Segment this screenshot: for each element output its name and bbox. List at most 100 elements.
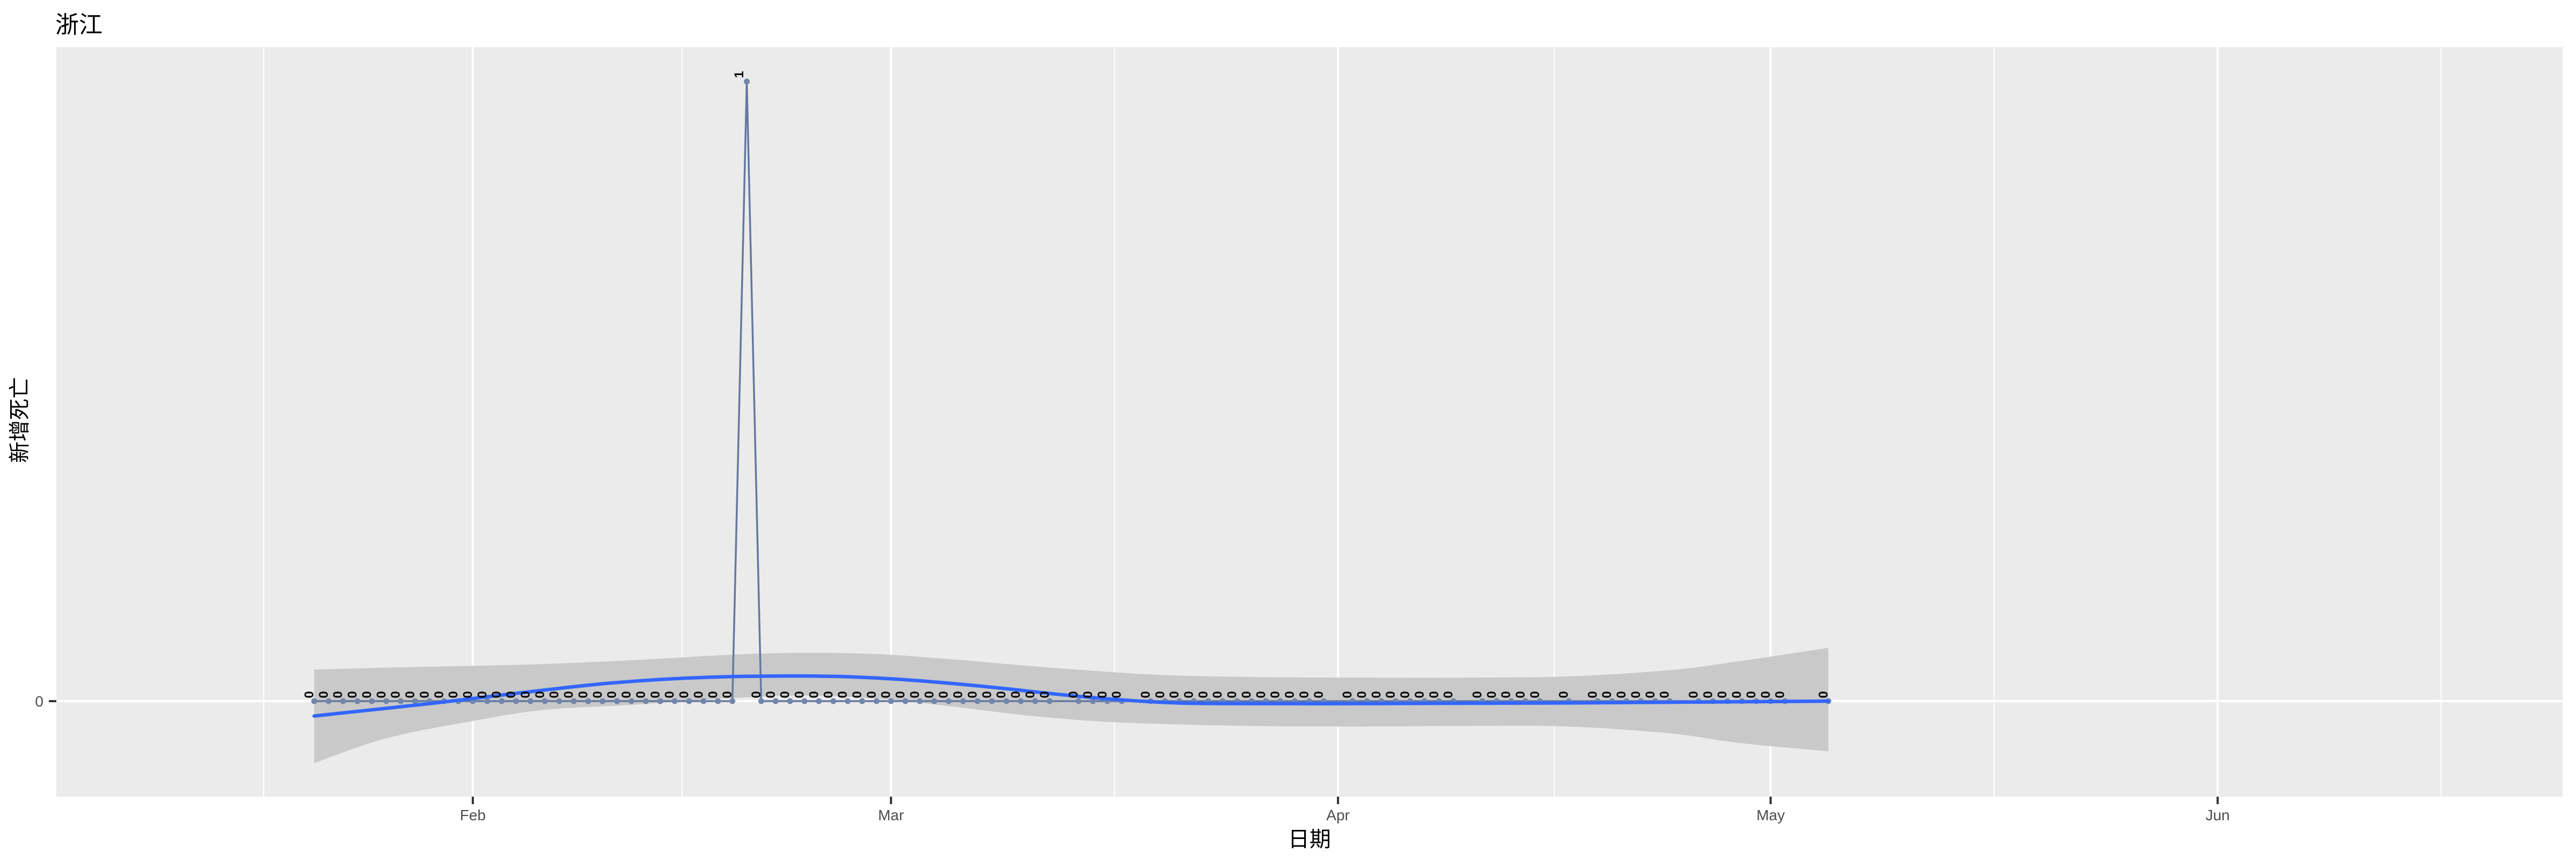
data-point — [772, 698, 779, 704]
point-value-label: 0 — [1066, 691, 1081, 698]
point-value-label: 0 — [1283, 691, 1297, 698]
point-value-label: 0 — [720, 691, 735, 698]
data-point — [657, 698, 663, 704]
point-value-label: 0 — [504, 691, 518, 698]
point-value-label: 0 — [1167, 691, 1182, 698]
y-axis-title: 新增死亡 — [8, 377, 32, 463]
point-value-label: 0 — [1499, 691, 1513, 698]
point-value-label: 0 — [432, 691, 447, 698]
point-value-label: 0 — [489, 691, 504, 698]
x-axis-title: 日期 — [1288, 828, 1331, 851]
point-value-label: 0 — [894, 691, 908, 698]
data-point — [484, 698, 491, 704]
point-value-label: 0 — [346, 691, 360, 698]
point-value-label: 0 — [951, 691, 965, 698]
point-value-label: 0 — [1557, 691, 1571, 698]
data-point — [556, 698, 562, 704]
point-value-label: 0 — [475, 691, 489, 698]
y-tick-label: 0 — [35, 693, 43, 710]
data-point — [902, 698, 909, 704]
data-point — [758, 698, 764, 704]
point-value-label: 0 — [821, 691, 836, 698]
data-point — [585, 698, 591, 704]
data-point — [398, 698, 404, 704]
point-value-label: 0 — [1023, 691, 1037, 698]
point-value-label: 0 — [605, 691, 619, 698]
data-point — [700, 698, 707, 704]
data-point — [744, 78, 750, 85]
point-value-label: 0 — [994, 691, 1009, 698]
data-point — [845, 698, 851, 704]
point-value-label: 0 — [879, 691, 894, 698]
point-value-label: 0 — [1081, 691, 1095, 698]
point-value-label: 0 — [1470, 691, 1484, 698]
point-value-label: 0 — [1413, 691, 1427, 698]
point-value-label: 0 — [764, 691, 778, 698]
data-point — [513, 698, 519, 704]
data-point — [787, 698, 793, 704]
point-value-label: 0 — [374, 691, 389, 698]
point-value-label: 0 — [634, 691, 648, 698]
point-value-label: 0 — [389, 691, 403, 698]
point-value-label: 0 — [1009, 691, 1023, 698]
point-value-label: 0 — [1211, 691, 1225, 698]
point-value-label: 0 — [749, 691, 764, 698]
point-value-label: 0 — [590, 691, 605, 698]
point-value-label: 0 — [807, 691, 821, 698]
x-tick-label: Mar — [878, 807, 904, 823]
point-value-label: 0 — [1254, 691, 1268, 698]
point-value-label: 0 — [778, 691, 793, 698]
point-value-label: 0 — [447, 691, 461, 698]
point-value-label: 0 — [965, 691, 980, 698]
data-point — [686, 698, 692, 704]
point-value-label: 0 — [1398, 691, 1413, 698]
data-point — [354, 698, 361, 704]
data-point — [931, 698, 938, 704]
data-point — [1032, 698, 1038, 704]
point-value-label: 0 — [980, 691, 994, 698]
point-value-label: 0 — [1614, 691, 1629, 698]
point-value-label: 0 — [317, 691, 331, 698]
data-point — [383, 698, 390, 704]
data-point — [642, 698, 649, 704]
point-value-label: 0 — [1355, 691, 1369, 698]
point-value-label: 0 — [1816, 691, 1831, 698]
point-value-label: 0 — [865, 691, 879, 698]
point-value-label: 0 — [1528, 691, 1542, 698]
point-value-label: 0 — [576, 691, 590, 698]
point-value-label: 0 — [1037, 691, 1052, 698]
point-value-label: 0 — [619, 691, 634, 698]
data-point — [830, 698, 837, 704]
point-value-label: 0 — [1759, 691, 1773, 698]
point-value-label: 0 — [908, 691, 922, 698]
data-point — [801, 698, 808, 704]
data-point — [499, 698, 505, 704]
data-point — [917, 698, 923, 704]
point-value-label: 0 — [677, 691, 692, 698]
data-point — [628, 698, 635, 704]
data-point — [859, 698, 865, 704]
point-value-label: 0 — [360, 691, 374, 698]
x-tick-label: Feb — [460, 807, 486, 823]
point-value-label: 0 — [1095, 691, 1110, 698]
point-value-label: 0 — [518, 691, 533, 698]
point-value-label: 0 — [1225, 691, 1240, 698]
data-point — [527, 698, 533, 704]
point-value-label: 0 — [691, 691, 706, 698]
data-point — [816, 698, 822, 704]
point-value-label: 0 — [1658, 691, 1672, 698]
data-point — [715, 698, 721, 704]
point-value-label: 0 — [1744, 691, 1759, 698]
data-point — [989, 698, 995, 704]
chart-title: 浙江 — [55, 12, 103, 38]
point-value-label: 0 — [1427, 691, 1441, 698]
point-value-label: 0 — [850, 691, 865, 698]
point-value-label: 0 — [1643, 691, 1658, 698]
data-point — [729, 698, 736, 704]
point-value-label: 0 — [1585, 691, 1600, 698]
point-value-label: 0 — [1196, 691, 1211, 698]
data-point — [570, 698, 577, 704]
point-value-label: 0 — [836, 691, 850, 698]
data-point — [369, 698, 375, 704]
